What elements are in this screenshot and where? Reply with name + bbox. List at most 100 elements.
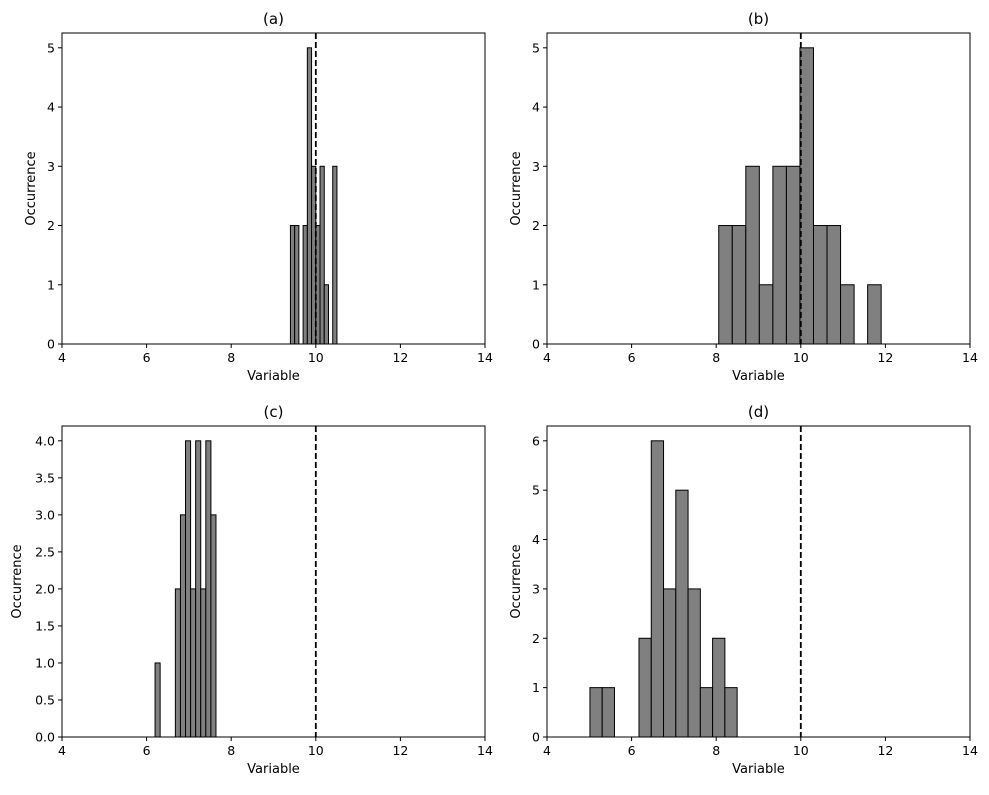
panel-a-y-axis-label: Occurrence: [24, 151, 39, 225]
panel-b-y-tick-label: 5: [532, 40, 540, 55]
panel-d-y-axis-label: Occurrence: [509, 544, 524, 618]
panel-d-bar: [687, 588, 701, 738]
panel-d-bar: [699, 687, 714, 738]
panel-a-y-tick-label: 2: [47, 218, 55, 233]
panel-c-y-axis-label: Occurrence: [10, 544, 25, 618]
panel-a-x-tick-label: 6: [143, 350, 151, 365]
panel-b-bar: [731, 225, 747, 345]
panel-c-y-tick-label: 0.0: [35, 730, 55, 745]
panel-a-y-tick-label: 0: [47, 337, 55, 352]
panel-d-x-tick-label: 8: [712, 743, 720, 758]
panel-a-x-axis-label: Variable: [247, 369, 300, 384]
panel-d-y-tick-label: 5: [532, 483, 540, 498]
panel-a-y-tick-label: 4: [47, 100, 55, 115]
panel-d-x-axis-label: Variable: [732, 762, 785, 777]
panel-d-x-tick-label: 4: [543, 743, 551, 758]
panel-d-bar: [601, 687, 615, 738]
panel-b-x-tick-label: 8: [712, 350, 720, 365]
panel-b-bar: [867, 284, 882, 345]
panel-c-y-tick-label: 3.5: [35, 470, 55, 485]
panel-a-y-tick-label: 3: [47, 159, 55, 174]
panel-a-bar: [289, 225, 296, 345]
panel-c-x-tick-label: 8: [227, 743, 235, 758]
panel-b-bar: [758, 284, 774, 345]
panel-a-bar: [302, 225, 308, 345]
panel-d-x-tick-label: 10: [793, 743, 809, 758]
panel-d-x-tick-label: 6: [628, 743, 636, 758]
panel-b-y-tick-label: 1: [532, 277, 540, 292]
panel-b-bar: [718, 225, 733, 345]
panel-c-y-tick-label: 1.0: [35, 655, 55, 670]
panel-c-bar: [190, 588, 197, 738]
panel-a-x-tick-label: 8: [227, 350, 235, 365]
panel-a-x-tick-label: 10: [308, 350, 324, 365]
panel-c-y-tick-label: 2.0: [35, 581, 55, 596]
panel-c-x-tick-label: 4: [58, 743, 66, 758]
panel-c-y-tick-label: 4.0: [35, 433, 55, 448]
panel-c-title: (c): [264, 403, 284, 421]
panel-d-y-tick-label: 3: [532, 581, 540, 596]
panel-c-axes-frame: [61, 425, 486, 738]
panel-b-bar: [826, 225, 842, 345]
panel-b-x-tick-label: 4: [543, 350, 551, 365]
panel-a-bar: [319, 165, 325, 345]
panel-c-x-tick-label: 14: [477, 743, 493, 758]
panel-b-x-tick-label: 10: [793, 350, 809, 365]
panel-b-x-axis-label: Variable: [732, 369, 785, 384]
panel-c-x-tick-label: 10: [308, 743, 324, 758]
panel-a-bar: [294, 225, 300, 345]
panel-d-y-tick-label: 6: [532, 433, 540, 448]
panel-b-bar: [840, 284, 855, 345]
panel-a-x-tick-label: 4: [58, 350, 66, 365]
panel-d-bar: [712, 637, 726, 738]
panel-d-x-tick-label: 14: [962, 743, 978, 758]
panel-a-x-tick-label: 14: [477, 350, 493, 365]
panel-b-axes-frame: [546, 32, 971, 345]
panel-a-y-tick-label: 5: [47, 40, 55, 55]
panel-c-x-tick-label: 12: [392, 743, 408, 758]
panel-b-x-tick-label: 14: [962, 350, 978, 365]
panel-b-title: (b): [748, 10, 769, 28]
panel-a-title: (a): [263, 10, 284, 28]
panel-c-x-axis-label: Variable: [247, 762, 300, 777]
panel-a-y-tick-label: 1: [47, 277, 55, 292]
panel-c-bar: [205, 440, 212, 738]
panel-c-bar: [174, 588, 181, 738]
panel-d-bar: [724, 687, 738, 738]
panel-d-bar: [663, 588, 677, 738]
panel-d-bar: [638, 637, 652, 738]
panel-d-y-tick-label: 0: [532, 730, 540, 745]
panel-b-y-tick-label: 3: [532, 159, 540, 174]
panel-b-bar: [745, 165, 760, 345]
panel-b-bar: [799, 47, 814, 345]
panel-b-x-tick-label: 6: [628, 350, 636, 365]
panel-c-y-tick-label: 0.5: [35, 692, 55, 707]
panel-c-y-tick-label: 1.5: [35, 618, 55, 633]
panel-b-x-tick-label: 12: [877, 350, 893, 365]
panel-d-bar: [675, 489, 689, 738]
panel-a-bar: [306, 47, 313, 345]
panel-d-title: (d): [748, 403, 769, 421]
panel-d-bar: [589, 687, 603, 738]
panel-b-y-tick-label: 2: [532, 218, 540, 233]
panel-c-bar: [195, 440, 202, 738]
panel-c-y-tick-label: 3.0: [35, 507, 55, 522]
panel-d-axes-frame: [546, 425, 971, 738]
panel-b-y-tick-label: 4: [532, 100, 540, 115]
panel-d-y-tick-label: 4: [532, 532, 540, 547]
panel-a-x-tick-label: 12: [392, 350, 408, 365]
panel-c-bar: [210, 514, 217, 738]
panel-c-bar: [185, 440, 192, 738]
panel-d-x-tick-label: 12: [877, 743, 893, 758]
panel-b-y-tick-label: 0: [532, 337, 540, 352]
panel-b-bar: [772, 165, 787, 345]
panel-c-y-tick-label: 2.5: [35, 544, 55, 559]
panel-d-y-tick-label: 1: [532, 680, 540, 695]
panel-d-y-tick-label: 2: [532, 631, 540, 646]
panel-b-bar: [785, 165, 801, 345]
panel-d-bar: [650, 440, 665, 738]
